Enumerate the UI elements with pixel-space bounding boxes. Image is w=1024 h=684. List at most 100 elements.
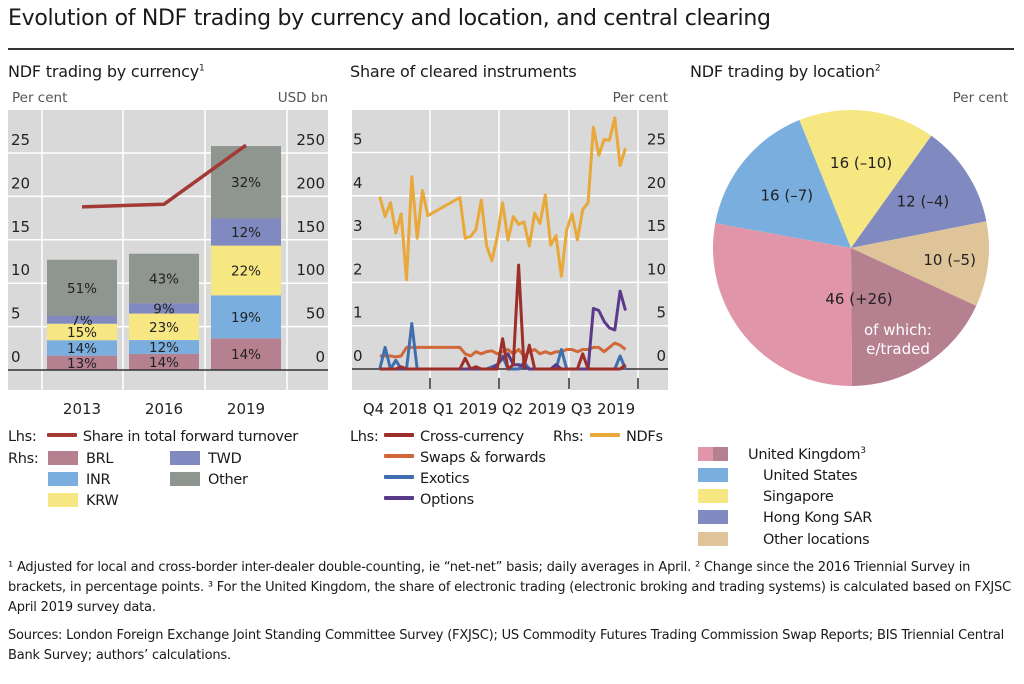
bar-label: 15%: [67, 325, 97, 341]
bar-label: 14%: [149, 355, 179, 371]
bar-segment-krw-2013: [47, 323, 117, 341]
legend-line-swatch: [384, 496, 414, 500]
line-cross-currency: [379, 263, 627, 371]
location-chart-title-text: NDF trading by location: [690, 62, 875, 81]
pie-label: 16 (–10): [830, 154, 892, 172]
legend-label: INR: [86, 472, 111, 488]
pie-slice-singapore: [799, 109, 932, 248]
currency-right-unit: USD bn: [277, 90, 328, 106]
x-tick-label: 2016: [145, 400, 183, 418]
y-tick-right: 150: [296, 218, 325, 236]
bar-segment-twd-2019: [211, 218, 281, 246]
pie-slice-united-kingdom: [713, 223, 852, 386]
bar-label: 14%: [67, 341, 97, 357]
legend-us: United States: [698, 468, 858, 484]
pie-label: 16 (–7): [761, 187, 814, 205]
legend-swatch: [48, 472, 78, 486]
y-tick-left: 0: [353, 347, 363, 365]
legend-label: BRL: [86, 451, 114, 467]
legend-label: Options: [420, 492, 474, 508]
legend-label: United States: [763, 468, 858, 484]
y-tick-right: 10: [647, 260, 666, 278]
y-tick-left: 5: [11, 305, 21, 323]
legend-other: Other: [170, 472, 248, 488]
y-tick-right: 0: [315, 348, 325, 366]
bar-label: 23%: [149, 320, 179, 336]
bar-label: 12%: [149, 340, 179, 356]
y-tick-left: 5: [353, 131, 363, 149]
legend-swatch: [48, 451, 78, 465]
y-tick-right: 200: [296, 174, 325, 192]
legend-other-locations: Other locations: [698, 532, 870, 548]
x-tick-label: Q3 2019: [571, 400, 635, 418]
bar-label: 51%: [67, 281, 97, 297]
bar-segment-inr-2016: [129, 340, 199, 354]
pie-slice-united-states: [715, 120, 851, 248]
bar-label: 22%: [231, 263, 261, 279]
bar-segment-other-2013: [47, 259, 117, 316]
legend-swatch: [698, 489, 728, 503]
legend-label: KRW: [86, 493, 119, 509]
y-tick-right: 20: [647, 174, 666, 192]
legend-label: Swaps & forwards: [420, 450, 546, 466]
footnotes: ¹ Adjusted for local and cross-border in…: [8, 560, 1011, 615]
bar-label: 12%: [231, 225, 261, 241]
legend-singapore: Singapore: [698, 489, 834, 505]
legend-swatch-etraded: [713, 446, 728, 461]
bar-segment-twd-2013: [47, 315, 117, 324]
pie-slice-united-kingdom-etraded: [851, 248, 977, 386]
legend-line-swatch: [384, 433, 414, 437]
currency-chart-title-text: NDF trading by currency: [8, 62, 200, 81]
legend-inr: INR: [48, 472, 111, 488]
legend-label: United Kingdom: [748, 446, 861, 463]
pie-label: 46 (+26): [825, 290, 892, 308]
pie-etraded-label-line2: e/traded: [866, 340, 930, 358]
legend-label: Exotics: [420, 471, 470, 487]
bar-label: 32%: [231, 175, 261, 191]
bar-segment-other-2016: [129, 253, 199, 304]
footnote-mark: 2: [874, 63, 881, 74]
footnote-mark: 3: [860, 446, 866, 456]
legend-swaps-forwards: Swaps & forwards: [384, 450, 546, 466]
x-tick-label: 2013: [63, 400, 101, 418]
x-tick-label: Q4 2018: [363, 400, 427, 418]
y-tick-right: 25: [647, 131, 666, 149]
legend-lhs-prefix: Lhs:: [350, 429, 379, 445]
legend-swatch: [48, 493, 78, 507]
y-tick-left: 2: [353, 260, 363, 278]
legend-swatch: [698, 446, 713, 461]
legend-line-swatch: [384, 475, 414, 479]
bar-label: 14%: [231, 347, 261, 363]
legend-share-line: Lhs: Share in total forward turnover: [8, 429, 298, 445]
legend-ndfs: NDFs: [590, 429, 663, 445]
legend-options: Options: [384, 492, 474, 508]
currency-chart-title: NDF trading by currency1: [8, 62, 205, 81]
y-tick-right: 50: [306, 305, 325, 323]
bar-label: 13%: [67, 356, 97, 372]
bar-segment-krw-2019: [211, 245, 281, 296]
location-unit: Per cent: [952, 90, 1008, 106]
legend-twd: TWD: [170, 451, 242, 467]
x-tick-label: Q1 2019: [433, 400, 497, 418]
y-tick-right: 5: [656, 304, 666, 322]
legend-rhs-prefix: Rhs:: [8, 451, 39, 467]
legend-lhs-prefix: Lhs:: [8, 429, 37, 445]
cleared-chart-title: Share of cleared instruments: [350, 62, 577, 81]
title-rule: [8, 48, 1014, 50]
legend-label: Other locations: [763, 532, 870, 548]
legend-line-swatch: [590, 433, 620, 437]
legend-exotics: Exotics: [384, 471, 470, 487]
legend-label: Cross-currency: [420, 429, 524, 445]
bar-segment-twd-2016: [129, 303, 199, 314]
x-tick-label: 2019: [227, 400, 265, 418]
y-tick-left: 0: [11, 348, 21, 366]
legend-line-swatch: [46, 433, 77, 437]
bar-segment-brl-2019: [211, 338, 281, 370]
y-tick-right: 0: [656, 347, 666, 365]
legend-label: TWD: [208, 451, 242, 467]
legend-swatch: [170, 472, 200, 486]
y-tick-left: 15: [11, 218, 30, 236]
cleared-right-unit: Per cent: [612, 90, 668, 106]
bar-segment-other-2019: [211, 146, 281, 219]
pie-label: 12 (–4): [897, 193, 950, 211]
